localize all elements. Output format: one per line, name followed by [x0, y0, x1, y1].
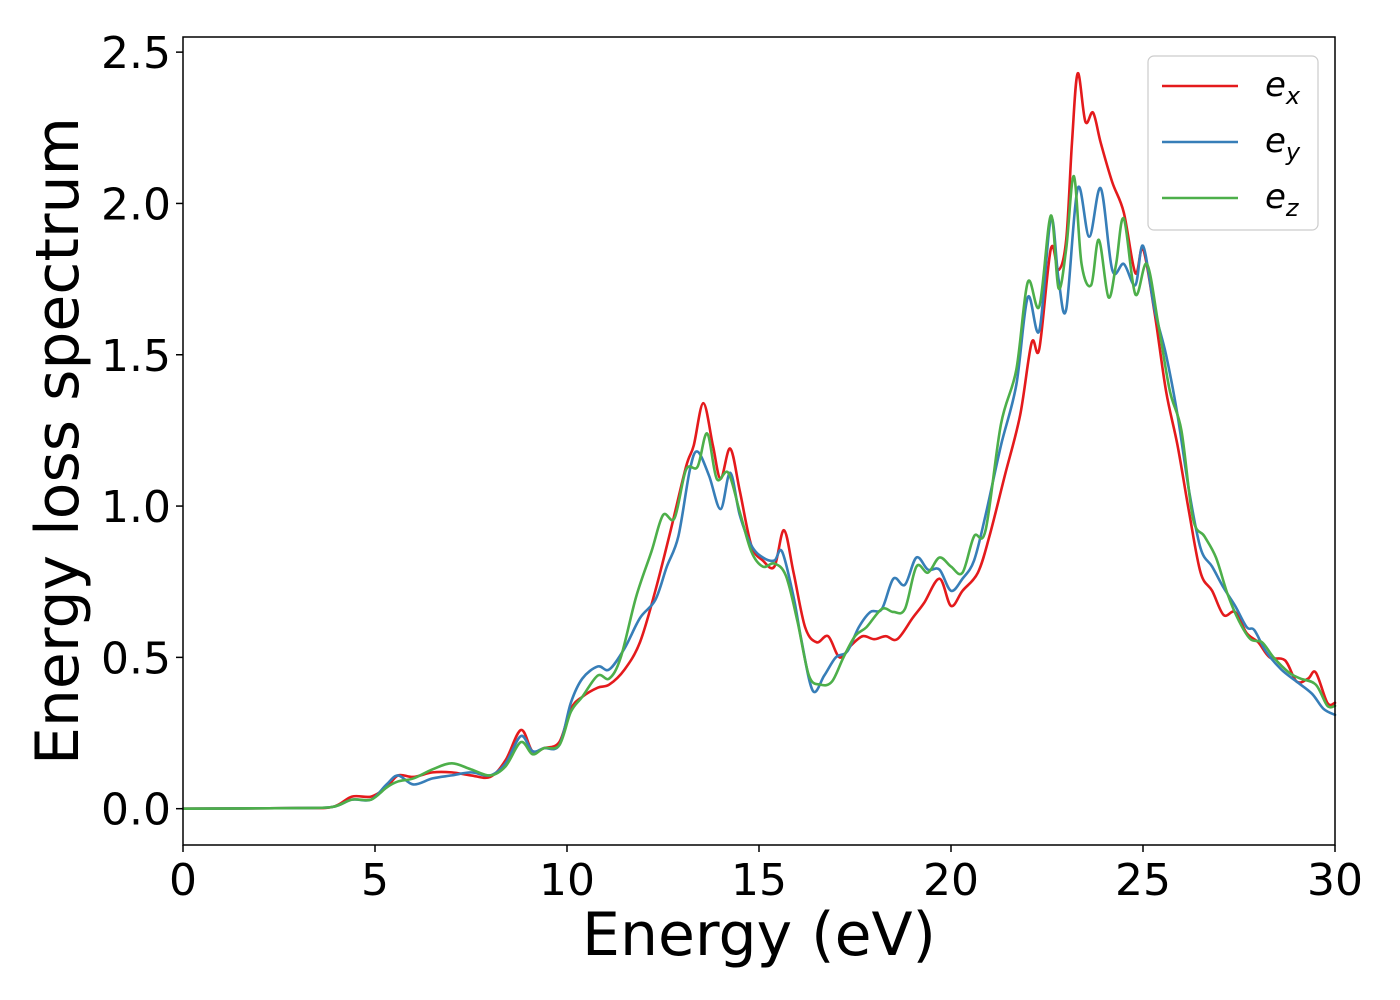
x-tick-label: 25 [1115, 855, 1171, 906]
y-tick-label: 2.5 [101, 28, 171, 79]
y-tick-label: 0.5 [101, 633, 171, 684]
x-axis-label: Energy (eV) [582, 900, 936, 970]
y-tick-label: 1.5 [101, 331, 171, 382]
x-tick-label: 30 [1307, 855, 1363, 906]
x-tick-label: 10 [539, 855, 595, 906]
series-layer [181, 71, 1337, 810]
y-axis-ticks: 0.0 0.5 1.0 1.5 2.0 2.5 [101, 28, 183, 836]
legend-label-ey: ey [1265, 121, 1301, 166]
legend-label-ez: ez [1265, 177, 1300, 222]
x-tick-label: 20 [923, 855, 979, 906]
legend: ex ey ez [1147, 55, 1319, 231]
x-tick-label: 15 [731, 855, 787, 906]
x-tick-label: 0 [169, 855, 197, 906]
y-tick-label: 2.0 [101, 179, 171, 230]
y-tick-label: 1.0 [101, 482, 171, 533]
y-tick-label: 0.0 [101, 785, 171, 836]
series-line-ey [181, 185, 1337, 810]
series-line-ez [181, 174, 1337, 810]
x-tick-label: 5 [361, 855, 389, 906]
y-axis-label: Energy loss spectrum [23, 117, 93, 765]
x-axis-ticks: 0 5 10 15 20 25 30 [169, 845, 1363, 906]
legend-label-ex: ex [1265, 65, 1301, 110]
